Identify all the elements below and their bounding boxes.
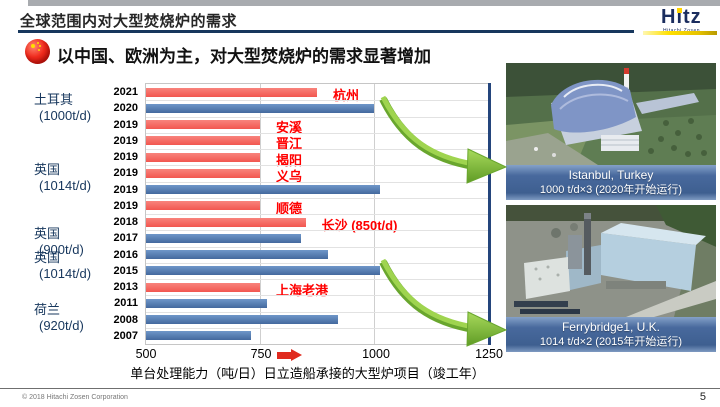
chart-bar	[146, 120, 260, 129]
gridline-horizontal	[146, 116, 488, 118]
logo-text: Hitz	[661, 6, 702, 28]
gridline-horizontal	[146, 149, 488, 150]
gridline-horizontal	[146, 100, 488, 102]
photo-card-istanbul: Istanbul, Turkey 1000 t/d×3 (2020年开始运行)	[506, 63, 716, 200]
caption-location: Ferrybridge1, U.K.	[561, 320, 661, 334]
x-axis-label: 单台处理能力（吨/日）日立造船承接的大型炉项目（竣工年）	[130, 366, 485, 381]
plot-right-border	[488, 83, 491, 345]
country-capacity-label: 英国 (1014t/d)	[34, 162, 92, 193]
flag-star	[39, 45, 41, 47]
bar-city-label: 长沙 (850t/d)	[321, 217, 398, 233]
gridline-horizontal	[146, 197, 488, 199]
ferrybridge-plant-photo	[506, 205, 716, 317]
year-label: 2008	[113, 313, 138, 326]
country-capacity-label: 土耳其 (1000t/d)	[34, 92, 92, 123]
top-strip	[28, 0, 720, 6]
chart-bar	[146, 217, 306, 227]
bar-city-label: 杭州	[333, 87, 360, 103]
chart-bar	[146, 168, 260, 178]
china-flag-icon	[25, 39, 50, 64]
country-capacity-label: 英国 (900t/d)	[34, 226, 84, 257]
gridline-horizontal	[146, 230, 488, 232]
chart-bar	[146, 315, 338, 324]
year-label: 2019	[113, 183, 138, 196]
year-label: 2017	[113, 232, 138, 245]
logo-underline	[643, 31, 717, 35]
gridline-horizontal	[146, 262, 488, 264]
title-divider	[18, 30, 634, 33]
bar-city-label: 揭阳	[276, 152, 303, 168]
chart-bar	[146, 266, 381, 276]
bar-city-label: 义乌	[276, 168, 303, 184]
flag-star	[38, 49, 40, 51]
bullet-text: 以中国、欧洲为主，对大型焚烧炉的需求显著增加	[57, 47, 431, 66]
bar-city-label: 顺德	[276, 201, 303, 217]
year-label: 2020	[113, 102, 138, 115]
logo-yellow-dot-icon	[677, 8, 682, 13]
year-label: 2016	[113, 248, 138, 261]
chart-bar	[146, 201, 260, 211]
year-label: 2019	[113, 151, 138, 163]
istanbul-plant-photo	[506, 63, 716, 165]
year-label: 2021	[113, 86, 138, 98]
year-label: 2015	[113, 264, 138, 277]
x-tick-1000: 1000	[362, 347, 390, 361]
chart-bar	[146, 103, 374, 113]
x-tick-750: 750	[250, 347, 272, 361]
bar-city-label: 安溪	[276, 120, 303, 135]
year-label: 2007	[113, 329, 138, 342]
caption-capacity: 1014 t/d×2 (2015年开始运行)	[539, 336, 683, 349]
year-label: 2019	[113, 167, 138, 180]
photo-caption: Istanbul, Turkey 1000 t/d×3 (2020年开始运行)	[506, 165, 716, 200]
country-capacity-label: 荷兰 (920t/d)	[34, 302, 84, 333]
gridline-horizontal	[146, 246, 488, 248]
footer-divider	[0, 388, 720, 389]
year-label: 2019	[113, 199, 138, 212]
caption-capacity: 1000 t/d×3 (2020年开始运行)	[539, 184, 683, 197]
chart-bar	[146, 331, 251, 341]
axis-right-arrow-icon	[277, 349, 303, 362]
caption-location: Istanbul, Turkey	[568, 168, 654, 182]
chart-bar	[146, 298, 267, 308]
flag-star	[37, 42, 39, 44]
hitz-logo: Hitz Hitachi Zosen	[661, 7, 719, 34]
photo-caption: Ferrybridge1, U.K. 1014 t/d×2 (2015年开始运行…	[506, 317, 716, 352]
gridline-horizontal	[146, 311, 488, 313]
chart-bar	[146, 282, 260, 292]
chart-bar	[146, 233, 302, 243]
year-label: 2019	[113, 134, 138, 147]
chart-bar	[146, 250, 329, 259]
chart-bar	[146, 87, 317, 97]
gridline-horizontal	[146, 279, 488, 280]
bar-city-label: 上海老港	[276, 282, 329, 298]
year-label: 2018	[113, 216, 138, 228]
gridline-horizontal	[146, 295, 488, 297]
gridline-horizontal	[146, 132, 488, 134]
gridline-horizontal	[146, 181, 488, 183]
chart-bar	[146, 185, 381, 194]
bar-city-label: 晋江	[276, 136, 303, 152]
country-capacity-label: 英国 (1014t/d)	[34, 250, 92, 281]
year-label: 2011	[114, 297, 138, 310]
gridline-horizontal	[146, 214, 488, 215]
gridline-horizontal	[146, 327, 488, 329]
page-number: 5	[699, 391, 706, 403]
year-label: 2019	[113, 118, 138, 131]
photo-card-ferrybridge: Ferrybridge1, U.K. 1014 t/d×2 (2015年开始运行…	[506, 205, 716, 352]
gridline-horizontal	[146, 165, 488, 167]
flag-star	[31, 44, 35, 48]
year-label: 2013	[113, 281, 138, 293]
copyright: © 2018 Hitachi Zosen Corporation	[22, 394, 128, 401]
chart-bar	[146, 152, 260, 162]
x-tick-1250: 1250	[475, 347, 503, 361]
chart-bar	[146, 136, 260, 146]
x-tick-500: 500	[135, 347, 157, 361]
page-title: 全球范围内对大型焚烧炉的需求	[20, 13, 238, 30]
